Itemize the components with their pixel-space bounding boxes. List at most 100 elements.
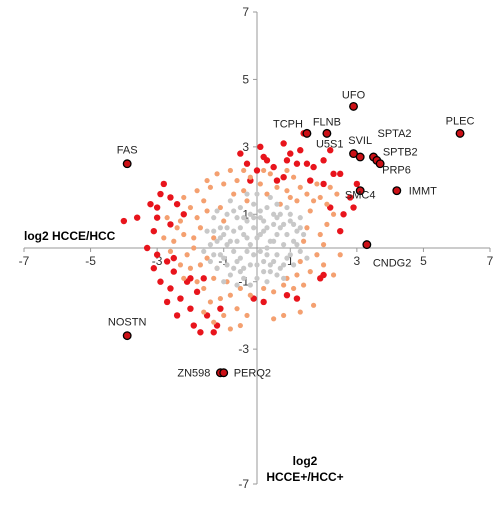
data-point-red — [200, 275, 207, 282]
data-point-orange — [217, 204, 223, 211]
data-point-orange — [221, 181, 227, 187]
y-tick-label: 1 — [242, 207, 249, 221]
y-tick-label: -3 — [238, 342, 249, 356]
data-point-grey — [301, 231, 307, 238]
data-point-grey — [277, 225, 283, 231]
data-point-red — [180, 211, 187, 218]
data-point-red — [273, 177, 281, 184]
data-point-orange — [264, 191, 270, 197]
data-point-red — [210, 329, 217, 336]
data-point-grey — [237, 204, 243, 211]
data-point-red — [253, 167, 261, 174]
data-point-orange — [167, 248, 174, 254]
data-point-red — [163, 298, 171, 306]
data-point-orange — [330, 211, 337, 217]
data-point-grey — [277, 211, 283, 217]
data-point-red — [257, 143, 264, 151]
data-point-orange — [310, 302, 317, 308]
data-point-grey — [241, 265, 247, 271]
data-point-orange — [307, 269, 313, 275]
data-point-orange — [194, 215, 200, 221]
data-point-grey — [274, 201, 280, 207]
point-label: SPTB2 — [383, 146, 418, 158]
data-point-grey — [211, 228, 217, 234]
data-point-red — [260, 298, 267, 306]
data-point-grey — [211, 215, 217, 221]
labeled-point-immt — [392, 186, 402, 196]
data-point-red — [320, 157, 327, 164]
y-tick-label: -1 — [238, 275, 249, 289]
data-point-grey — [251, 252, 257, 258]
data-point-orange — [201, 309, 207, 315]
data-point-grey — [224, 211, 230, 217]
data-point-orange — [271, 316, 277, 322]
data-point-orange — [327, 184, 333, 190]
data-point-grey — [227, 198, 233, 204]
data-point-orange — [310, 198, 317, 204]
data-point-red — [237, 150, 244, 157]
x-tick-label: 5 — [420, 254, 427, 268]
data-point-orange — [314, 252, 320, 258]
data-point-grey — [281, 221, 287, 227]
data-point-red — [320, 180, 327, 188]
data-point-red — [283, 292, 291, 299]
data-point-grey — [264, 279, 270, 285]
data-point-orange — [271, 289, 277, 295]
data-point-red — [163, 258, 171, 265]
data-point-red — [350, 204, 357, 211]
data-point-grey — [264, 245, 270, 251]
data-point-orange — [227, 326, 233, 332]
x-tick-label: -1 — [218, 254, 229, 268]
data-point-grey — [294, 228, 300, 234]
data-point-orange — [281, 312, 287, 319]
data-point-red — [270, 163, 277, 171]
data-point-grey — [271, 258, 277, 265]
labeled-points: UFO FLNB TCPH PLEC FAS U5S1 SVIL SPTA2 SPTB2 PRP6… — [108, 89, 475, 379]
data-point-orange — [181, 194, 187, 201]
data-point-grey — [224, 225, 230, 231]
x-axis-title: log2 HCCE/HCC — [24, 229, 116, 243]
data-point-grey — [274, 272, 280, 278]
data-point-red — [173, 200, 181, 208]
data-point-grey — [261, 218, 267, 224]
data-point-red — [353, 180, 361, 188]
data-point-red — [167, 194, 174, 201]
data-point-grey — [241, 231, 247, 238]
data-point-orange — [197, 225, 204, 231]
data-point-red — [150, 265, 158, 272]
data-point-grey — [281, 275, 287, 281]
data-point-red — [263, 157, 271, 164]
point-label: FLNB — [313, 116, 341, 128]
point-label: PERQ2 — [234, 368, 271, 380]
data-point-orange — [281, 282, 287, 288]
data-point-red — [173, 312, 181, 319]
data-point-orange — [274, 184, 280, 190]
data-point-orange — [227, 167, 233, 174]
data-point-orange — [324, 201, 330, 207]
data-point-orange — [177, 262, 184, 268]
x-tick-label: -3 — [152, 254, 163, 268]
data-point-orange — [330, 272, 337, 278]
data-point-grey — [247, 262, 253, 268]
data-point-orange — [221, 218, 227, 224]
data-point-red — [153, 251, 161, 258]
data-point-orange — [204, 208, 210, 214]
data-point-red — [337, 227, 344, 235]
data-point-orange — [307, 208, 313, 214]
data-point-orange — [297, 258, 303, 265]
data-point-grey — [207, 242, 213, 248]
data-point-red — [133, 214, 141, 221]
data-point-orange — [320, 242, 327, 248]
data-point-grey — [227, 272, 233, 278]
data-point-grey — [237, 225, 243, 231]
data-point-grey — [221, 255, 227, 261]
data-point-grey — [244, 191, 250, 197]
data-point-orange — [297, 309, 303, 315]
data-point-red — [320, 271, 327, 279]
data-point-orange — [201, 285, 207, 292]
data-point-grey — [257, 248, 263, 254]
data-point-red — [157, 190, 164, 198]
data-point-grey — [207, 258, 213, 265]
labeled-point-flnb — [322, 128, 332, 138]
y-tick-label: -7 — [238, 477, 249, 491]
